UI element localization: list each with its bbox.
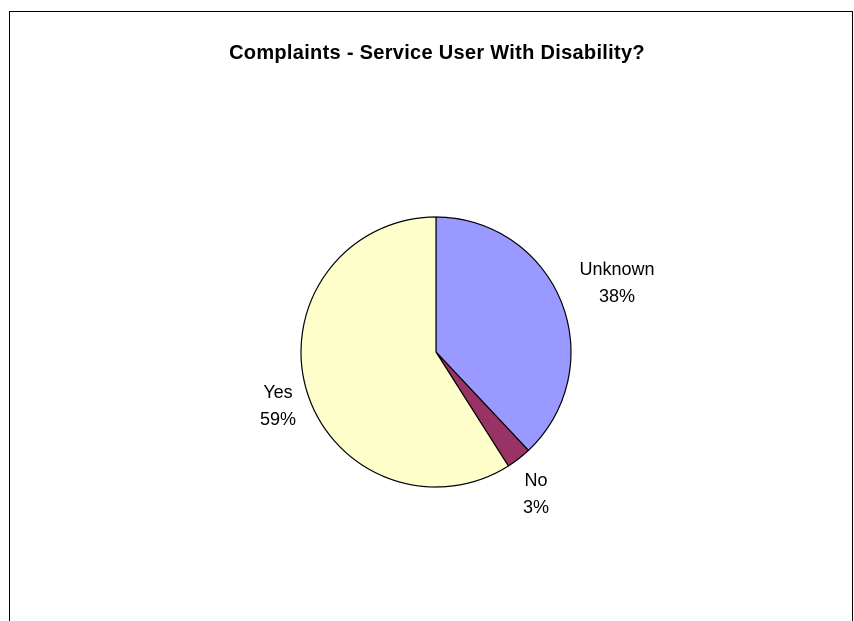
slice-label-yes: Yes [263, 382, 292, 402]
chart-title: Complaints - Service User With Disabilit… [229, 42, 645, 64]
slice-label-unknown: Unknown [579, 259, 654, 279]
slice-label-no: No [524, 470, 547, 490]
slice-value-unknown: 38% [599, 286, 635, 306]
slice-value-no: 3% [523, 497, 549, 517]
slice-value-yes: 59% [260, 409, 296, 429]
pie-slice-yes [300, 216, 509, 488]
pie-slice-unknown [435, 216, 572, 452]
